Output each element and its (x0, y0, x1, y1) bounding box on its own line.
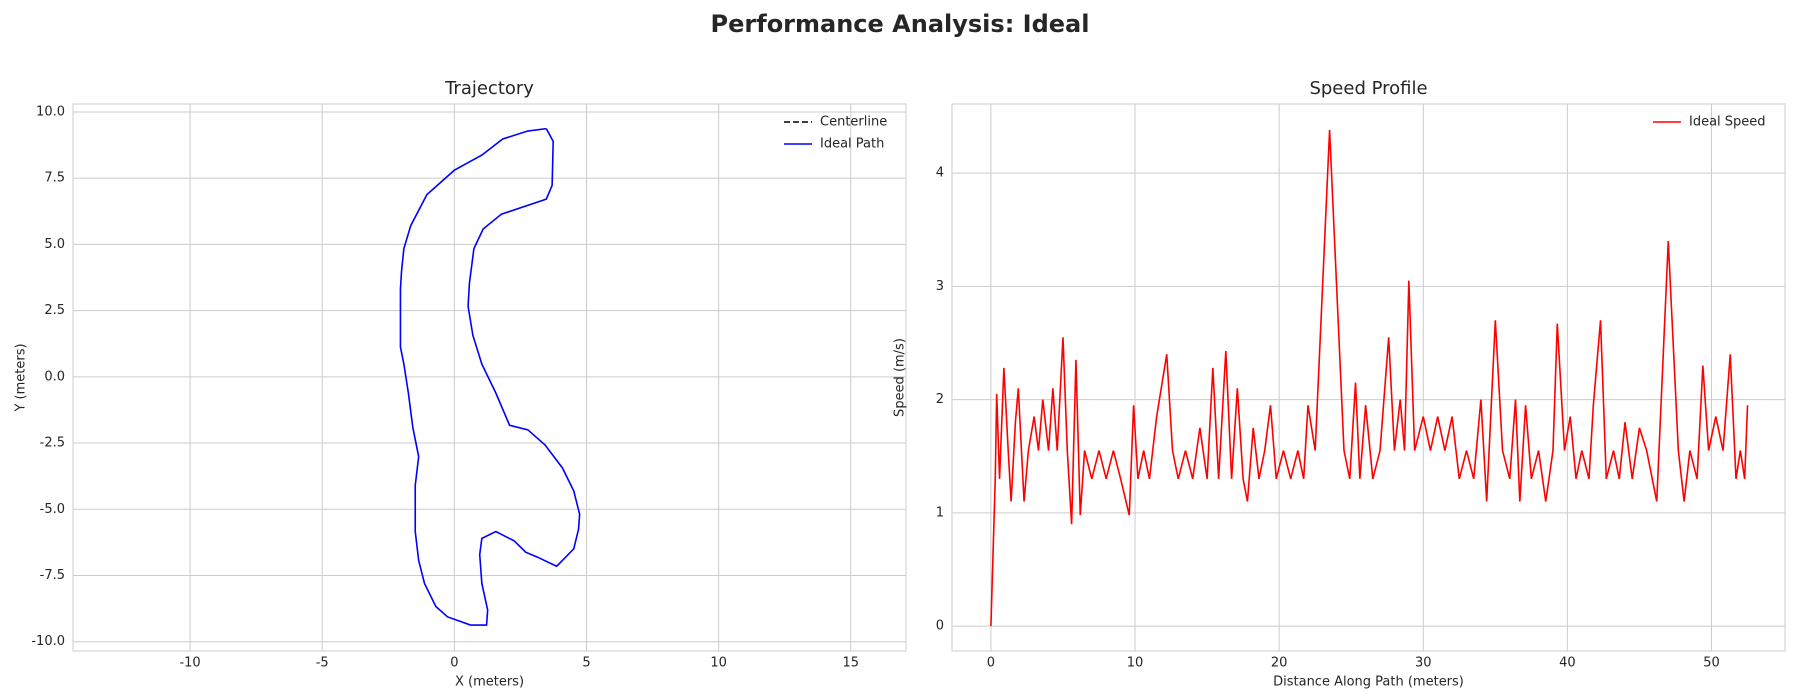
y-tick-label: 3 (936, 279, 944, 294)
subplot-title: Speed Profile (1309, 78, 1427, 99)
x-tick-label: 10 (710, 656, 727, 671)
y-tick-label: 2 (936, 392, 944, 407)
series-line (990, 130, 1749, 627)
x-tick-label: -10 (179, 656, 200, 671)
legend-label: Ideal Path (820, 137, 884, 152)
x-tick-label: 40 (1559, 656, 1576, 671)
y-tick-label: -7.5 (40, 568, 65, 583)
y-axis-label: Y (meters) (14, 343, 29, 412)
x-tick-label: 5 (582, 656, 590, 671)
x-axis-label: Distance Along Path (meters) (1273, 675, 1464, 690)
y-tick-label: 1 (936, 505, 944, 520)
plot-frame (951, 103, 1786, 652)
y-tick-label: 2.5 (44, 303, 65, 318)
y-tick-label: 0 (936, 619, 944, 634)
x-tick-label: 15 (842, 656, 859, 671)
y-tick-label: 7.5 (44, 171, 65, 186)
y-tick-label: 4 (936, 166, 944, 181)
figure-title: Performance Analysis: Ideal (711, 10, 1090, 38)
x-tick-label: 30 (1415, 656, 1432, 671)
x-tick-label: 10 (1127, 656, 1144, 671)
legend-label: Centerline (820, 115, 887, 130)
y-tick-label: -2.5 (40, 436, 65, 451)
y-axis-label: Speed (m/s) (893, 338, 908, 417)
x-tick-label: 50 (1703, 656, 1720, 671)
y-tick-label: 5.0 (44, 237, 65, 252)
x-tick-label: 0 (987, 656, 995, 671)
y-tick-label: -10.0 (31, 634, 65, 649)
y-tick-label: 10.0 (36, 104, 65, 119)
y-tick-label: -5.0 (40, 502, 65, 517)
legend-label: Ideal Speed (1689, 115, 1766, 130)
x-axis-label: X (meters) (455, 675, 524, 690)
x-tick-label: -5 (316, 656, 329, 671)
plot-frame (72, 103, 907, 652)
series-line (399, 127, 581, 626)
x-tick-label: 0 (450, 656, 458, 671)
x-tick-label: 20 (1271, 656, 1288, 671)
subplot-title: Trajectory (444, 78, 534, 99)
y-tick-label: 0.0 (44, 369, 65, 384)
